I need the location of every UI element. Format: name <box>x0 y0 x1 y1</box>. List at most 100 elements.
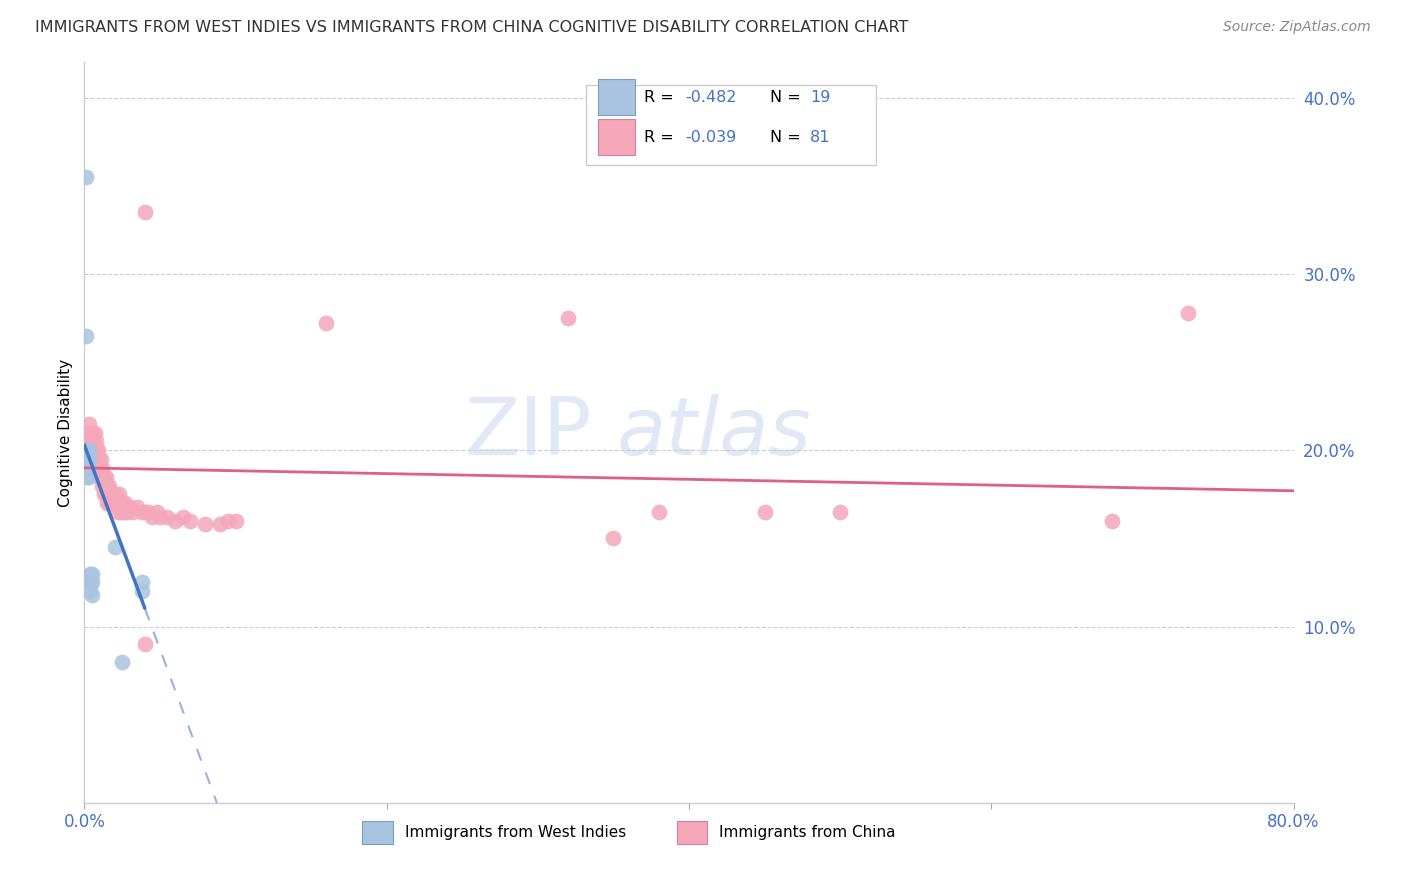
Point <box>79 566 101 581</box>
Y-axis label: Cognitive Disability: Cognitive Disability <box>58 359 73 507</box>
Point <box>91 478 114 492</box>
Point <box>77 469 100 483</box>
Point <box>82 443 104 458</box>
Point <box>156 510 179 524</box>
Point <box>131 575 153 590</box>
Text: Immigrants from China: Immigrants from China <box>720 825 896 840</box>
Point <box>115 505 138 519</box>
Point <box>108 487 131 501</box>
Text: R =: R = <box>644 129 679 145</box>
Point <box>96 496 118 510</box>
Text: IMMIGRANTS FROM WEST INDIES VS IMMIGRANTS FROM CHINA COGNITIVE DISABILITY CORREL: IMMIGRANTS FROM WEST INDIES VS IMMIGRANT… <box>35 20 908 35</box>
Point <box>754 505 776 519</box>
Point <box>149 510 172 524</box>
Point <box>86 461 108 475</box>
Point <box>86 434 108 449</box>
Point <box>79 443 101 458</box>
Bar <box>599 79 634 115</box>
Point <box>84 443 107 458</box>
Point <box>89 469 111 483</box>
Point <box>94 469 117 483</box>
Point <box>90 469 112 483</box>
Point <box>79 461 101 475</box>
Point <box>82 434 104 449</box>
Point <box>76 434 98 449</box>
Point <box>1177 306 1199 320</box>
Bar <box>676 822 707 844</box>
Text: -0.482: -0.482 <box>685 90 737 104</box>
Point <box>105 487 128 501</box>
Point <box>110 505 132 519</box>
Point <box>93 487 115 501</box>
Point <box>209 517 232 532</box>
Point <box>89 461 111 475</box>
Point <box>100 496 122 510</box>
FancyBboxPatch shape <box>586 85 876 165</box>
Text: Immigrants from West Indies: Immigrants from West Indies <box>405 825 626 840</box>
Point <box>131 505 153 519</box>
Point <box>75 328 97 343</box>
Point <box>121 505 143 519</box>
Point <box>76 469 98 483</box>
Text: -0.039: -0.039 <box>685 129 737 145</box>
Text: 81: 81 <box>810 129 831 145</box>
Point <box>80 588 103 602</box>
Point <box>134 637 156 651</box>
Point <box>93 469 115 483</box>
Point <box>648 505 671 519</box>
Point <box>76 443 98 458</box>
Point <box>75 169 97 184</box>
Point <box>127 500 149 514</box>
Point <box>217 514 239 528</box>
Text: Source: ZipAtlas.com: Source: ZipAtlas.com <box>1223 20 1371 34</box>
Point <box>96 478 118 492</box>
Point <box>114 496 136 510</box>
Point <box>79 452 101 467</box>
Point <box>136 505 159 519</box>
Point <box>75 434 97 449</box>
Point <box>79 434 101 449</box>
Point <box>104 496 127 510</box>
Point <box>87 443 110 458</box>
Point <box>86 443 108 458</box>
Point <box>77 443 100 458</box>
Point <box>77 443 100 458</box>
Point <box>165 514 187 528</box>
Point <box>111 496 134 510</box>
Point <box>104 540 127 554</box>
Point <box>94 487 117 501</box>
Point <box>80 434 103 449</box>
Point <box>91 461 114 475</box>
Point <box>80 566 103 581</box>
Point <box>131 584 153 599</box>
Text: N =: N = <box>770 129 806 145</box>
Point <box>112 505 135 519</box>
Text: ZIP: ZIP <box>465 393 592 472</box>
Point <box>118 500 141 514</box>
Point <box>830 505 852 519</box>
Point <box>107 505 129 519</box>
Point <box>75 443 97 458</box>
Point <box>82 452 104 467</box>
Point <box>80 575 103 590</box>
Point <box>194 517 217 532</box>
Point <box>76 443 98 458</box>
Point <box>97 478 120 492</box>
Bar <box>599 120 634 155</box>
Point <box>134 505 156 519</box>
Point <box>557 311 579 326</box>
Point <box>146 505 169 519</box>
Point <box>80 425 103 440</box>
Text: R =: R = <box>644 90 679 104</box>
Point <box>101 487 124 501</box>
Point <box>84 425 107 440</box>
Point <box>77 452 100 467</box>
Point <box>79 575 101 590</box>
Point <box>84 452 107 467</box>
Point <box>225 514 247 528</box>
Point <box>134 205 156 219</box>
Text: 19: 19 <box>810 90 830 104</box>
Point <box>179 514 201 528</box>
Point <box>77 452 100 467</box>
Point <box>602 532 624 546</box>
